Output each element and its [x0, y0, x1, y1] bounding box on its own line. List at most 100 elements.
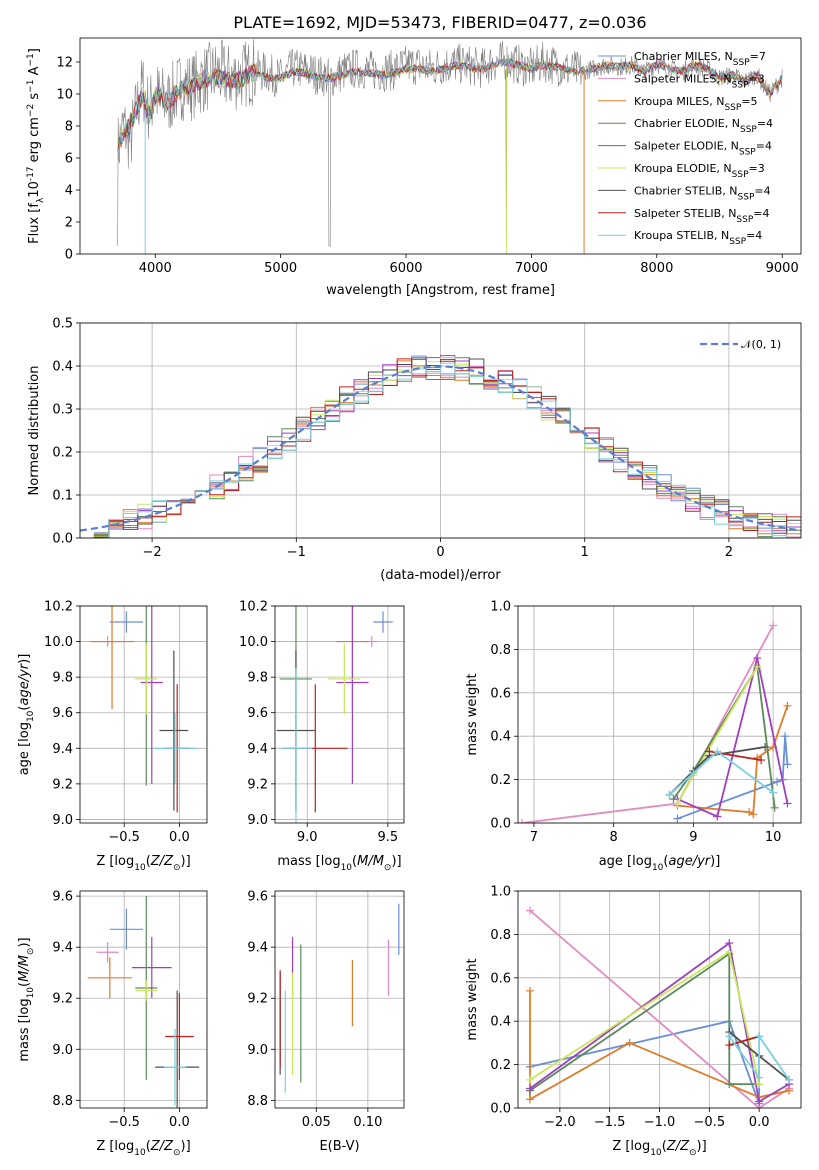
x-axis-label: age [log10(age/yr)]	[599, 854, 721, 873]
mass-weight-marker	[673, 799, 682, 808]
age-vs-metallicity-panel: −0.5 0.09.09.29.49.69.810.010.2Z [log10(Z…	[17, 600, 208, 873]
plot-area	[89, 606, 198, 813]
mass-weight-marker	[783, 701, 792, 710]
y-axis-label: mass [log10(M/M⊙)]	[17, 937, 36, 1061]
x-tick-label: 1	[581, 545, 589, 560]
mass-weight-marker	[525, 986, 534, 995]
x-axis-label: Z [log10(Z/Z⊙)]	[96, 854, 190, 873]
residuals-panel: −2 −1 0 1 2 0.0 0.1 0.2 0.3 0.4 0.5 𝒩(0, 1) (data-mo…	[27, 317, 802, 583]
label-part: =3	[749, 72, 765, 85]
mass-weight-marker	[689, 769, 698, 778]
y-tick-label: 0	[65, 248, 73, 263]
mass-weight-marker	[725, 1041, 734, 1050]
plot-area	[80, 355, 801, 538]
weight-vs-metallicity-panel: −2.0 −1.5 −1.0 −0.5 0.0 0.0 0.2 0.4 0.6 0.8 1.0 Z […	[465, 885, 802, 1158]
y-tick-label: 10	[56, 88, 73, 103]
spectrum-panel: 4000 5000 6000 7000 8000 9000 0 2 4 6 8 10 12 Chabrie…	[26, 37, 802, 298]
y-tick-label: 9.6	[52, 706, 73, 721]
label-part: )]	[17, 937, 32, 947]
label-part: Kroupa ELODIE, N	[634, 162, 732, 175]
x-tick-label: 0.05	[302, 1115, 331, 1130]
y-tick-label: 9.2	[52, 992, 73, 1007]
y-axis-label: mass weight	[465, 673, 480, 755]
mass-weight-marker	[625, 1038, 634, 1047]
label-part: −2	[26, 104, 36, 117]
y-tick-label: 0.2	[490, 773, 511, 788]
y-tick-label: 1.0	[490, 885, 511, 900]
y-tick-label: 9.4	[52, 941, 73, 956]
y-tick-label: 0.4	[490, 1015, 511, 1030]
legend-label: Kroupa STELIB, NSSP=4	[634, 229, 762, 247]
label-part: SSP	[739, 148, 756, 158]
label-part: age/yr	[668, 854, 711, 869]
x-tick-label: 9.0	[297, 830, 318, 845]
label-part: 10	[650, 1148, 662, 1158]
x-tick-label: 9.5	[378, 830, 399, 845]
mass-weight-marker	[783, 760, 792, 769]
plot-area	[525, 906, 794, 1108]
y-tick-label: 8	[65, 120, 73, 135]
label-part: )]	[697, 1139, 707, 1154]
label-part: )]	[391, 854, 401, 869]
x-axis-label: mass [log10(M/M⊙)]	[277, 854, 401, 873]
y-tick-label: 8.8	[247, 1094, 268, 1109]
mass-weight-marker	[525, 1084, 534, 1093]
label-part: Kroupa MILES, N	[634, 95, 724, 108]
mass-weight-marker	[725, 1032, 734, 1041]
legend-label: 𝒩(0, 1)	[741, 338, 781, 351]
axes-frame	[79, 37, 802, 255]
label-part: age [log	[17, 722, 32, 775]
mass-weight-line	[677, 705, 789, 816]
axes-frame	[79, 322, 802, 539]
y-tick-label: 6	[65, 152, 73, 167]
label-part: SSP	[736, 215, 753, 225]
y-tick-label: 4	[65, 184, 73, 199]
label-part: mass [log	[17, 998, 32, 1061]
y-axis-label: Normed distribution	[27, 366, 42, 496]
label-part: Salpeter MILES, N	[634, 72, 732, 85]
label-part: =4	[754, 184, 770, 197]
label-part: =5	[741, 95, 757, 108]
x-tick-label: 0.10	[353, 1115, 382, 1130]
legend-label: Salpeter ELODIE, NSSP=4	[634, 140, 772, 158]
mass-weight-marker	[769, 621, 778, 630]
y-tick-label: 0.8	[490, 928, 511, 943]
y-tick-label: 9.8	[52, 671, 73, 686]
label-part: )]	[710, 854, 720, 869]
legend-label: Salpeter MILES, NSSP=3	[634, 72, 765, 90]
x-axis-label: Z [log10(Z/Z⊙)]	[612, 1139, 706, 1158]
label-part: Chabrier ELODIE, N	[634, 117, 740, 130]
label-part: ⊙	[173, 863, 181, 873]
label-part: 10	[134, 1148, 146, 1158]
mass-weight-marker	[725, 947, 734, 956]
y-tick-label: 0.0	[52, 532, 73, 547]
plot-area	[518, 621, 792, 823]
mass-weight-marker	[761, 743, 770, 752]
label-part: 10	[26, 987, 36, 999]
label-part: M/M	[357, 854, 384, 869]
mass-vs-metallicity-panel: −0.5 0.08.89.09.29.49.6Z [log10(Z/Z⊙)]mas…	[17, 890, 208, 1158]
mass-weight-marker	[785, 1075, 794, 1084]
y-tick-label: 10.2	[44, 600, 73, 615]
y-tick-label: 9.4	[247, 742, 268, 757]
y-tick-label: 0.4	[490, 730, 511, 745]
y-tick-label: 9.6	[247, 890, 268, 905]
y-tick-label: 0.2	[52, 446, 73, 461]
label-part: erg cm	[27, 117, 42, 166]
label-part: ⊙	[384, 863, 392, 873]
x-axis-label: Z [log10(Z/Z⊙)]	[96, 1139, 190, 1158]
legend-label: Kroupa ELODIE, NSSP=3	[634, 162, 765, 180]
mass-weight-marker	[755, 1073, 764, 1082]
y-tick-label: 9.2	[52, 777, 73, 792]
x-axis-label: (data-model)/error	[380, 568, 501, 583]
mass-weight-line	[677, 657, 789, 818]
mass-weight-marker	[783, 799, 792, 808]
mass-weight-marker	[749, 810, 758, 819]
label-part: −1	[26, 53, 36, 66]
mass-weight-line	[529, 909, 790, 1108]
label-part: (	[663, 854, 668, 869]
plot-area	[117, 39, 783, 254]
label-part: Z [log	[612, 1139, 650, 1154]
y-tick-label: 9.0	[247, 813, 268, 828]
label-part: =4	[756, 140, 772, 153]
